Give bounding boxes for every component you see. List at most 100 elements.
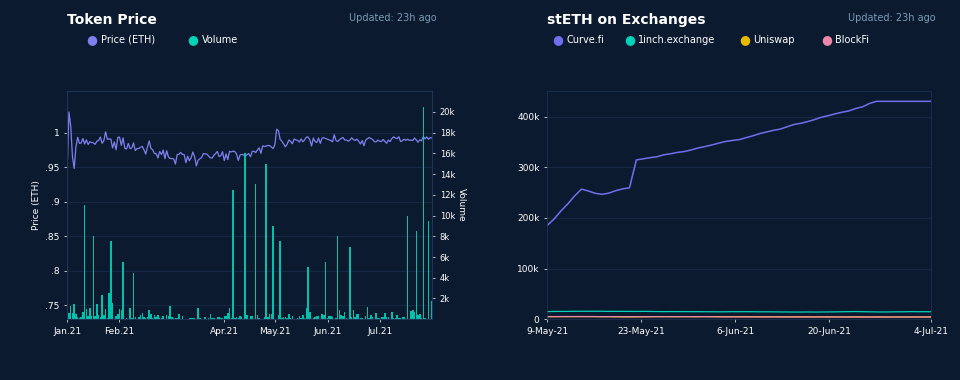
Bar [422, 107, 424, 319]
Bar [132, 272, 134, 319]
Text: 1inch.exchange: 1inch.exchange [638, 35, 715, 45]
Bar [256, 315, 258, 319]
Text: Curve.fi: Curve.fi [566, 35, 604, 45]
Bar [286, 318, 288, 319]
Bar [173, 318, 175, 319]
Bar [204, 317, 205, 319]
Bar [299, 316, 300, 319]
Text: Updated: 23h ago: Updated: 23h ago [349, 13, 437, 23]
Bar [140, 315, 141, 319]
Bar [304, 318, 305, 319]
Bar [232, 190, 233, 319]
Bar [335, 318, 337, 319]
Bar [343, 316, 344, 319]
Bar [224, 316, 225, 319]
Bar [183, 318, 185, 319]
Bar [141, 314, 143, 319]
Bar [217, 317, 218, 319]
Bar [307, 268, 309, 319]
Bar [119, 309, 120, 319]
Bar [388, 317, 389, 319]
Y-axis label: Price (ETH): Price (ETH) [32, 180, 41, 230]
Bar [145, 318, 147, 319]
Bar [431, 301, 433, 319]
Bar [271, 314, 272, 319]
Bar [356, 314, 358, 319]
Bar [412, 310, 414, 319]
Bar [160, 318, 162, 319]
Bar [218, 317, 220, 319]
Bar [393, 318, 395, 319]
Bar [260, 318, 262, 319]
Bar [177, 318, 178, 319]
Bar [94, 317, 96, 319]
Bar [230, 318, 232, 319]
Bar [371, 315, 372, 319]
Bar [157, 315, 158, 319]
Bar [130, 308, 131, 319]
Text: ●: ● [821, 33, 831, 46]
Bar [250, 317, 252, 319]
Bar [277, 315, 279, 319]
Text: Token Price: Token Price [67, 13, 157, 27]
Bar [81, 317, 82, 319]
Bar [424, 318, 425, 319]
Bar [369, 318, 370, 319]
Bar [211, 318, 213, 319]
Bar [316, 317, 318, 319]
Bar [324, 262, 326, 319]
Bar [239, 317, 241, 319]
Bar [108, 293, 109, 319]
Bar [337, 236, 339, 319]
Bar [379, 318, 380, 319]
Bar [288, 314, 290, 319]
Bar [189, 318, 190, 319]
Bar [416, 231, 417, 319]
Bar [407, 215, 408, 319]
Bar [70, 306, 71, 319]
Bar [220, 318, 222, 319]
Bar [102, 294, 103, 319]
Bar [124, 318, 126, 319]
Bar [384, 314, 386, 319]
Text: Uniswap: Uniswap [754, 35, 795, 45]
Text: Volume: Volume [202, 35, 238, 45]
Bar [352, 310, 354, 319]
Bar [85, 309, 87, 319]
Bar [98, 315, 99, 319]
Bar [91, 316, 92, 319]
Bar [237, 318, 239, 319]
Bar [166, 315, 167, 319]
Text: stETH on Exchanges: stETH on Exchanges [547, 13, 706, 27]
Bar [375, 314, 377, 319]
Bar [328, 316, 329, 319]
Bar [372, 317, 373, 319]
Bar [199, 318, 201, 319]
Bar [74, 304, 75, 319]
Bar [396, 315, 397, 319]
Bar [247, 315, 248, 319]
Bar [206, 318, 207, 319]
Bar [367, 307, 368, 319]
Bar [410, 311, 412, 319]
Bar [77, 317, 79, 319]
Bar [181, 316, 183, 319]
Bar [314, 317, 316, 319]
Bar [273, 226, 274, 319]
Bar [75, 314, 77, 319]
Bar [171, 317, 173, 319]
Bar [318, 316, 320, 319]
Bar [194, 318, 195, 319]
Bar [339, 310, 340, 319]
Bar [297, 318, 299, 319]
Bar [418, 315, 419, 319]
Bar [143, 317, 145, 319]
Bar [138, 317, 139, 319]
Bar [391, 312, 393, 319]
Bar [222, 318, 224, 319]
Bar [126, 318, 128, 319]
Bar [332, 317, 333, 319]
Bar [228, 308, 230, 319]
Bar [151, 314, 152, 319]
Bar [428, 221, 429, 319]
